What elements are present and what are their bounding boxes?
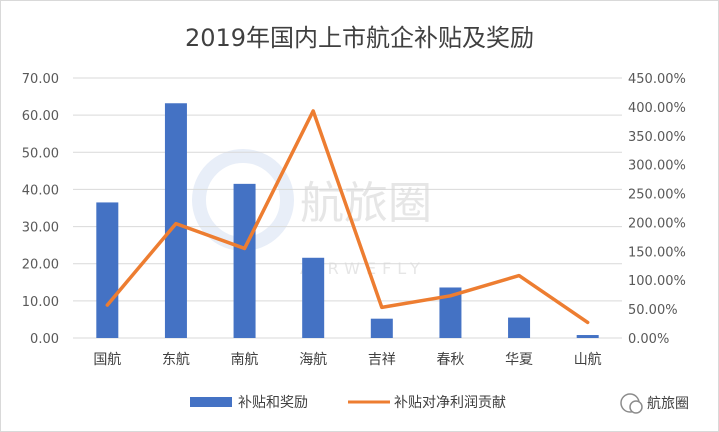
bar — [164, 103, 187, 338]
y-tick-right: 250.00% — [628, 188, 686, 203]
y-tick-left: 60.00 — [22, 109, 59, 124]
bar — [302, 257, 325, 338]
brand-text: 航旅圈 — [647, 396, 689, 412]
y-tick-left: 10.00 — [22, 295, 59, 310]
watermark-text: 航旅圈 — [300, 178, 432, 229]
bar — [96, 202, 119, 338]
x-tick-label: 山航 — [574, 352, 602, 368]
y-tick-right: 150.00% — [628, 245, 686, 260]
x-tick-label: 国航 — [93, 352, 121, 368]
bar-series — [96, 103, 599, 338]
bar — [576, 335, 599, 338]
y-axis-right: 0.00% 50.00% 100.00% 150.00% 200.00% 250.00% 3… — [628, 72, 686, 347]
x-tick-label: 东航 — [162, 352, 190, 368]
y-tick-right: 0.00% — [628, 332, 669, 347]
y-tick-right: 50.00% — [628, 303, 678, 318]
legend-line-label: 补贴对净利润贡献 — [394, 395, 506, 411]
y-tick-right: 350.00% — [628, 130, 686, 145]
brand-watermark: 航旅圈 — [620, 393, 689, 414]
y-tick-right: 400.00% — [628, 101, 686, 116]
bar — [370, 318, 393, 338]
y-tick-left: 70.00 — [22, 72, 59, 87]
y-axis-left: 0.00 10.00 20.00 30.00 40.00 50.00 60.00 70.00 — [22, 72, 59, 347]
bar — [233, 183, 256, 338]
x-tick-label: 春秋 — [436, 352, 464, 368]
x-axis: 国航 东航 南航 海航 吉祥 春秋 华夏 山航 — [93, 352, 601, 368]
legend-bar-swatch — [190, 397, 232, 407]
line-path — [105, 109, 590, 325]
legend-bar-label: 补贴和奖励 — [238, 394, 308, 411]
y-tick-right: 100.00% — [628, 274, 686, 289]
x-tick-label: 海航 — [299, 352, 327, 368]
y-tick-left: 40.00 — [22, 183, 59, 198]
y-tick-left: 20.00 — [22, 258, 59, 273]
bar — [439, 287, 462, 338]
y-tick-right: 200.00% — [628, 216, 686, 231]
legend: 补贴和奖励 补贴对净利润贡献 — [190, 394, 506, 411]
y-tick-right: 300.00% — [628, 159, 686, 174]
wechat-icon-bubble — [629, 400, 643, 414]
y-tick-left: 30.00 — [22, 221, 59, 236]
x-tick-label: 华夏 — [505, 352, 533, 368]
x-tick-label: 吉祥 — [368, 352, 396, 368]
y-tick-right: 450.00% — [628, 72, 686, 87]
chart-title: 2019年国内上市航企补贴及奖励 — [184, 24, 535, 52]
x-tick-label: 南航 — [231, 352, 259, 368]
y-tick-left: 0.00 — [30, 332, 59, 347]
bar — [508, 317, 531, 338]
grid-lines — [73, 77, 622, 339]
line-series — [105, 109, 590, 325]
y-tick-left: 50.00 — [22, 146, 59, 161]
